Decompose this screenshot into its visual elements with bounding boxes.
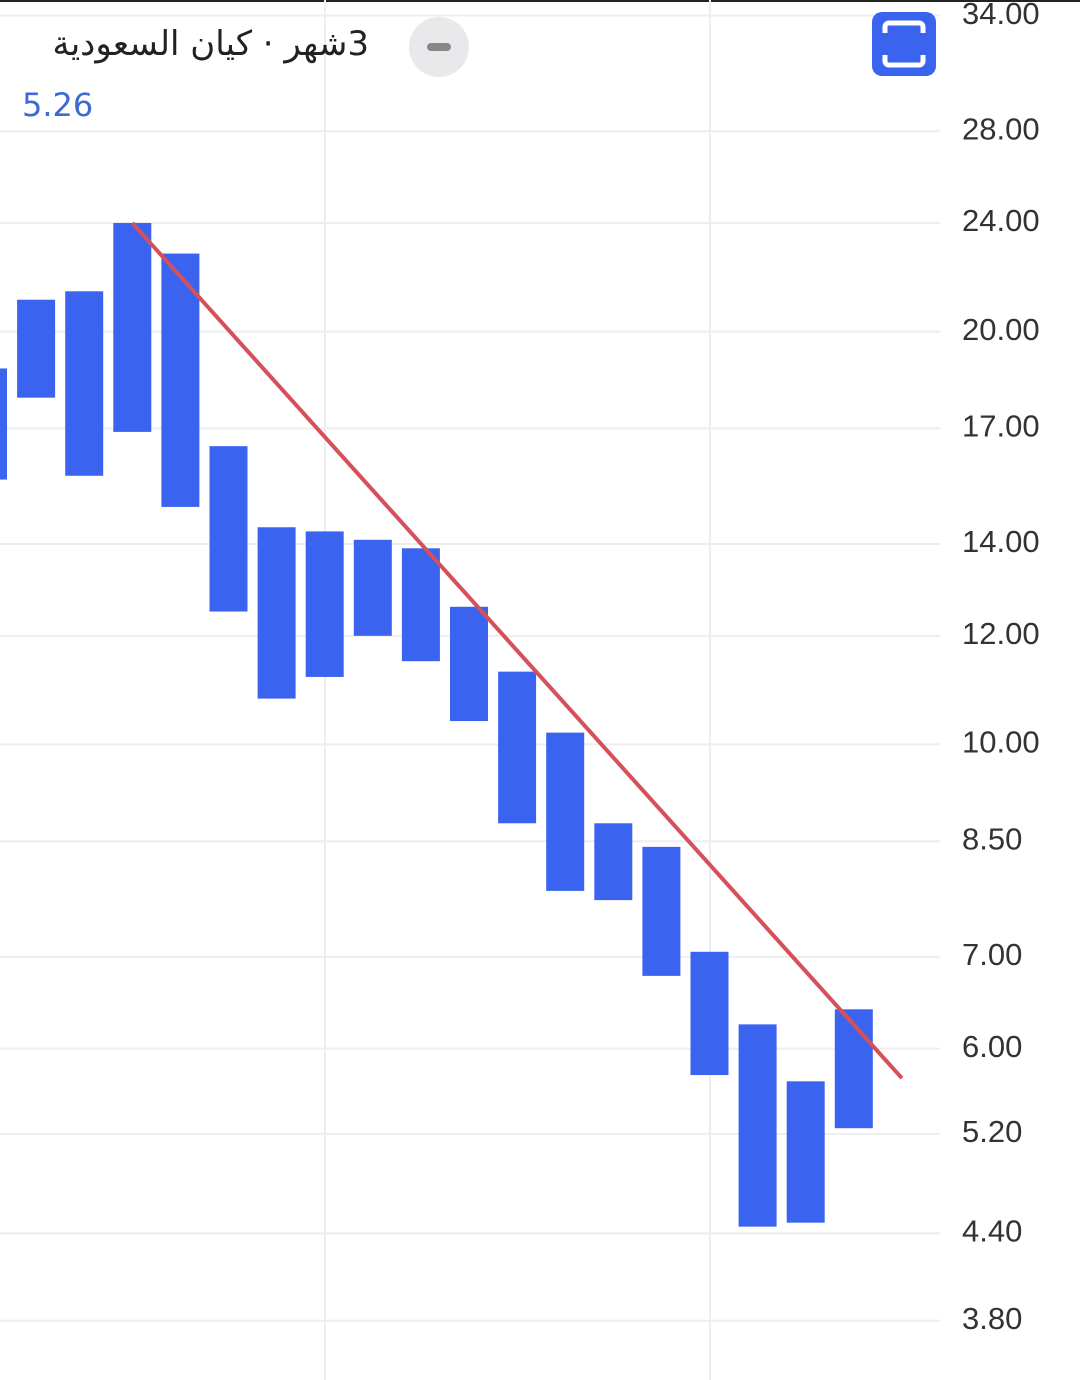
range-bar <box>834 1009 873 1129</box>
range-bar <box>594 823 633 901</box>
range-bar <box>786 1081 825 1223</box>
y-tick-label: 34.00 <box>962 0 1040 31</box>
range-bar <box>738 1024 777 1227</box>
y-tick-label: 10.00 <box>962 725 1040 760</box>
range-bar <box>257 527 296 699</box>
fullscreen-button[interactable] <box>872 12 936 76</box>
y-tick-label: 8.50 <box>962 821 1022 856</box>
range-bar <box>305 531 344 677</box>
y-tick-label: 17.00 <box>962 409 1040 444</box>
range-bar <box>401 548 440 662</box>
range-bar <box>113 223 152 432</box>
minus-icon <box>427 43 451 51</box>
y-tick-label: 4.40 <box>962 1214 1022 1249</box>
range-bar <box>65 291 104 476</box>
range-bar <box>546 732 585 891</box>
range-bar <box>690 951 729 1076</box>
y-tick-label: 24.00 <box>962 203 1040 238</box>
y-tick-label: 12.00 <box>962 616 1040 651</box>
range-bar <box>161 253 200 507</box>
y-tick-label: 28.00 <box>962 111 1040 146</box>
y-tick-label: 6.00 <box>962 1029 1022 1064</box>
range-bar <box>450 606 488 722</box>
range-bar <box>498 671 537 824</box>
y-tick-label: 7.00 <box>962 937 1022 972</box>
fullscreen-icon <box>882 20 926 68</box>
range-bar <box>353 539 392 636</box>
range-bar <box>642 846 681 976</box>
chart-title: 3شهر · كيان السعودية <box>52 24 369 64</box>
y-tick-label: 14.00 <box>962 524 1040 559</box>
y-tick-label: 20.00 <box>962 312 1040 347</box>
y-tick-label: 5.20 <box>962 1114 1022 1149</box>
range-bar <box>17 299 56 398</box>
y-tick-label: 3.80 <box>962 1301 1022 1336</box>
trend-line <box>130 221 904 1080</box>
range-bar <box>209 446 248 612</box>
range-bar <box>0 368 7 480</box>
last-value: 5.26 <box>22 86 94 124</box>
